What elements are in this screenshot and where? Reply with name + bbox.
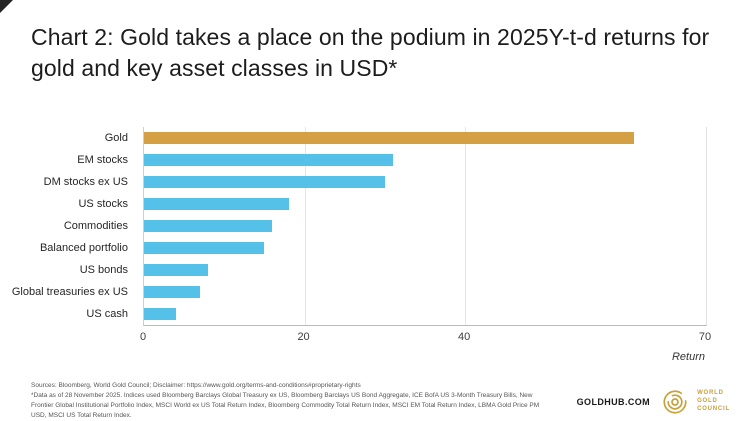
category-label: Balanced portfolio [39,242,128,254]
x-tick-label: 20 [297,331,310,343]
bar-gold [144,132,634,144]
bar-row [144,171,706,193]
bar-row [144,237,706,259]
corner-mark [0,0,13,13]
gridline [465,127,467,325]
wgc-logo-text: WORLD GOLD COUNCIL [697,390,730,413]
footnote-block: Sources: Bloomberg, World Gold Council; … [31,381,551,421]
bar-commodities [144,220,273,232]
wgc-logo-line-3: COUNCIL [697,405,730,412]
category-label: DM stocks ex US [43,176,128,188]
bar-row [144,259,706,281]
sources-line: Sources: Bloomberg, World Gold Council; … [31,382,361,389]
category-label: Gold [104,132,128,144]
bar-row [144,193,706,215]
category-label: Commodities [63,220,128,232]
wgc-logo-line-1: WORLD [697,390,724,397]
x-tick-label: 0 [139,331,147,343]
wgc-logo-line-2: GOLD [697,398,718,405]
gridline [304,127,306,325]
bar-balanced-portfolio [144,242,265,254]
data-note-line: *Data as of 28 November 2025. Indices us… [31,392,540,420]
chart-title: Chart 2: Gold takes a place on the podiu… [31,24,710,81]
category-axis: Gold EM stocks DM stocks ex US US stocks Com… [0,127,136,325]
bar-row [144,215,706,237]
bar-us-bonds [144,264,209,276]
bar-row [144,303,706,325]
goldhub-link: GOLDHUB.COM [576,397,651,407]
bar-global-treasuries-ex-us [144,286,201,298]
category-label: US cash [86,308,128,320]
bar-row [144,149,706,171]
x-tick-label: 40 [458,331,471,343]
bar-row [144,127,706,149]
bar-us-cash [144,308,177,320]
bar-row [144,281,706,303]
brand-footer: GOLDHUB.COM WORLD GOLD COUNCIL [577,389,730,415]
category-label: US stocks [78,198,128,210]
bar-dm-stocks-ex-us [144,176,385,188]
x-axis-label: Return [671,351,705,363]
bar-us-stocks [144,198,289,210]
plot-area [143,127,707,326]
wgc-logo-icon [662,389,688,415]
category-label: Global treasuries ex US [11,286,128,298]
bar-em-stocks [144,154,393,166]
x-tick-label: 70 [698,331,712,343]
category-label: US bonds [79,264,128,276]
x-axis-ticks: 0 20 40 70 [139,331,711,345]
category-label: EM stocks [77,154,128,166]
